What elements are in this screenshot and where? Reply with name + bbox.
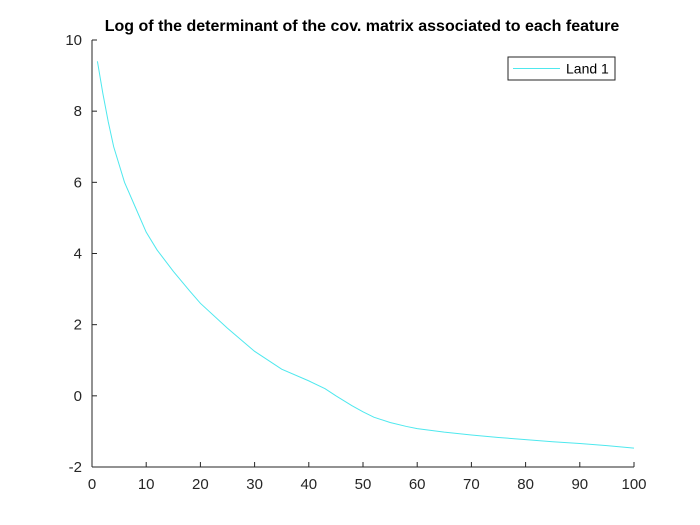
- y-tick-label: 0: [74, 388, 82, 405]
- x-tick-label: 80: [517, 476, 534, 493]
- x-tick-label: 60: [409, 476, 426, 493]
- x-tick-label: 90: [571, 476, 588, 493]
- plot-area: [96, 61, 635, 449]
- chart-title: Log of the determinant of the cov. matri…: [105, 18, 620, 35]
- legend-label: Land 1: [566, 61, 609, 77]
- x-tick-label: 50: [355, 476, 372, 493]
- x-tick-label: 10: [138, 476, 155, 493]
- legend: Land 1: [507, 56, 616, 81]
- series-line-1: [96, 61, 635, 449]
- y-tick-label: 8: [74, 103, 82, 120]
- x-tick-label: 70: [463, 476, 480, 493]
- x-tick-label: 20: [192, 476, 209, 493]
- y-tick-label: 10: [65, 32, 82, 49]
- y-tick-label: 6: [74, 174, 82, 191]
- x-tick-label: 0: [88, 476, 96, 493]
- y-tick-label: 2: [74, 317, 82, 334]
- y-tick-label: -2: [69, 459, 82, 476]
- x-tick-label: 100: [621, 476, 646, 493]
- x-tick-label: 40: [300, 476, 317, 493]
- y-tick-label: 4: [74, 246, 82, 263]
- legend-box: [507, 56, 616, 81]
- x-tick-label: 30: [246, 476, 263, 493]
- axes: 0 10 20 30 40 50 60 70 80 90 100 -2 0 2 4 6 8 10: [65, 32, 646, 493]
